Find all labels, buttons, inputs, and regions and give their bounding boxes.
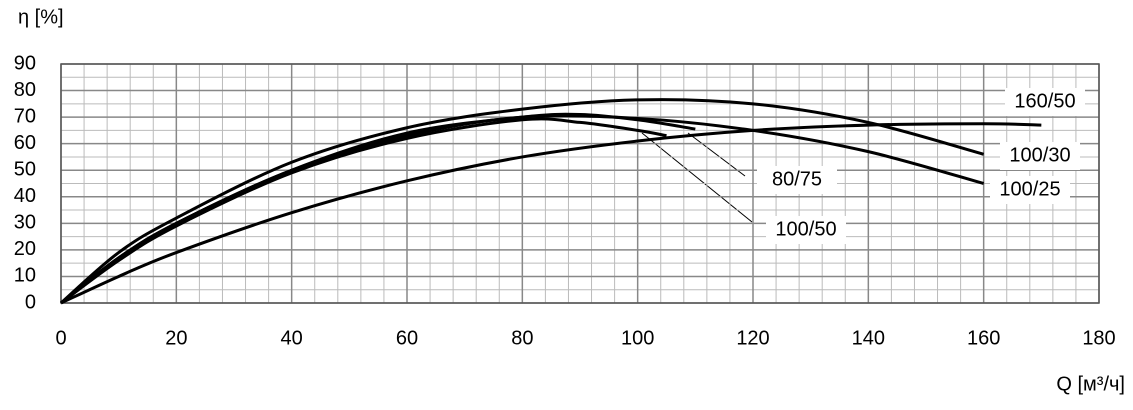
x-axis-title: Q [м³/ч] <box>1056 373 1125 395</box>
plot-frame <box>60 63 1100 304</box>
x-tick-label: 60 <box>396 327 418 349</box>
series-label: 100/25 <box>999 178 1060 200</box>
x-tick-label: 0 <box>55 327 66 349</box>
series-label: 160/50 <box>1014 90 1075 112</box>
series-label: 100/30 <box>1009 144 1070 166</box>
y-tick-label: 40 <box>14 185 36 207</box>
series-line <box>60 112 696 305</box>
leader-line <box>641 132 753 223</box>
leader-line <box>687 132 746 177</box>
y-tick-label: 90 <box>14 52 36 74</box>
y-tick-label: 0 <box>25 291 36 313</box>
label-box <box>757 166 837 194</box>
x-tick-label: 20 <box>165 327 187 349</box>
label-box <box>990 176 1070 204</box>
y-axis-title: η [%] <box>18 6 64 28</box>
series-line <box>60 117 667 305</box>
label-box <box>766 216 846 244</box>
series-line <box>60 98 985 305</box>
y-tick-label: 80 <box>14 79 36 101</box>
x-tick-label: 160 <box>967 327 1000 349</box>
series-line <box>60 122 1042 305</box>
y-tick-label: 70 <box>14 105 36 127</box>
y-tick-label: 30 <box>14 212 36 234</box>
grid <box>60 63 1100 304</box>
x-tick-label: 100 <box>621 327 654 349</box>
x-tick-label: 180 <box>1082 327 1115 349</box>
series-label: 80/75 <box>772 168 822 190</box>
x-tick-label: 80 <box>511 327 533 349</box>
series-label: 100/50 <box>775 218 836 240</box>
label-box <box>1000 142 1080 170</box>
x-tick-label: 120 <box>736 327 769 349</box>
y-tick-label: 50 <box>14 159 36 181</box>
label-box <box>1005 88 1085 116</box>
y-tick-label: 20 <box>14 238 36 260</box>
x-tick-label: 40 <box>281 327 303 349</box>
leader-lines <box>641 132 753 223</box>
x-tick-label: 140 <box>852 327 885 349</box>
y-tick-label: 10 <box>14 265 36 287</box>
y-tick-label: 60 <box>14 132 36 154</box>
